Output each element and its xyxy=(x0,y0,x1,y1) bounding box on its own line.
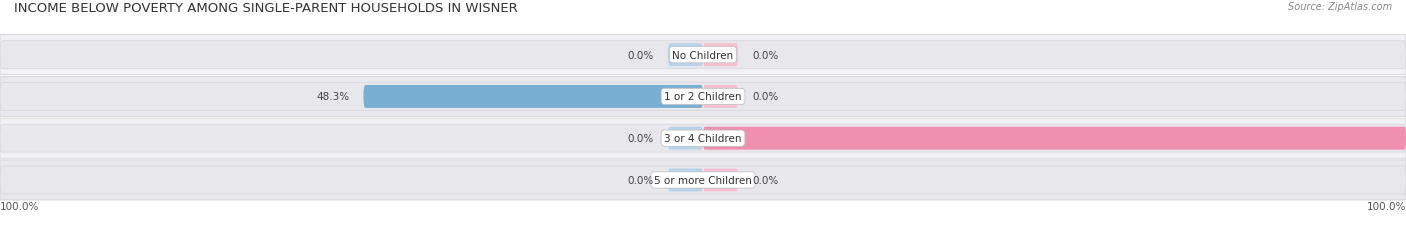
Text: 0.0%: 0.0% xyxy=(752,175,779,185)
Text: INCOME BELOW POVERTY AMONG SINGLE-PARENT HOUSEHOLDS IN WISNER: INCOME BELOW POVERTY AMONG SINGLE-PARENT… xyxy=(14,2,517,15)
FancyBboxPatch shape xyxy=(0,125,1406,152)
FancyBboxPatch shape xyxy=(0,166,1406,194)
FancyBboxPatch shape xyxy=(0,119,1406,158)
Text: No Children: No Children xyxy=(672,50,734,61)
FancyBboxPatch shape xyxy=(668,44,703,67)
FancyBboxPatch shape xyxy=(363,85,703,109)
FancyBboxPatch shape xyxy=(668,127,703,150)
Text: 100.0%: 100.0% xyxy=(1367,201,1406,211)
FancyBboxPatch shape xyxy=(703,127,1406,150)
Text: 100.0%: 100.0% xyxy=(0,201,39,211)
FancyBboxPatch shape xyxy=(0,42,1406,69)
Text: 0.0%: 0.0% xyxy=(752,92,779,102)
FancyBboxPatch shape xyxy=(0,77,1406,117)
FancyBboxPatch shape xyxy=(0,36,1406,75)
Text: 0.0%: 0.0% xyxy=(752,50,779,61)
Text: Source: ZipAtlas.com: Source: ZipAtlas.com xyxy=(1288,2,1392,12)
Text: 0.0%: 0.0% xyxy=(627,175,654,185)
Text: 48.3%: 48.3% xyxy=(316,92,350,102)
FancyBboxPatch shape xyxy=(0,83,1406,111)
FancyBboxPatch shape xyxy=(668,169,703,192)
Text: 3 or 4 Children: 3 or 4 Children xyxy=(664,134,742,144)
Text: 0.0%: 0.0% xyxy=(627,134,654,144)
Text: 1 or 2 Children: 1 or 2 Children xyxy=(664,92,742,102)
Legend: Single Father, Single Mother: Single Father, Single Mother xyxy=(603,230,803,231)
Text: 0.0%: 0.0% xyxy=(627,50,654,61)
FancyBboxPatch shape xyxy=(703,44,738,67)
FancyBboxPatch shape xyxy=(703,169,738,192)
FancyBboxPatch shape xyxy=(0,160,1406,200)
Text: 5 or more Children: 5 or more Children xyxy=(654,175,752,185)
FancyBboxPatch shape xyxy=(703,85,738,109)
